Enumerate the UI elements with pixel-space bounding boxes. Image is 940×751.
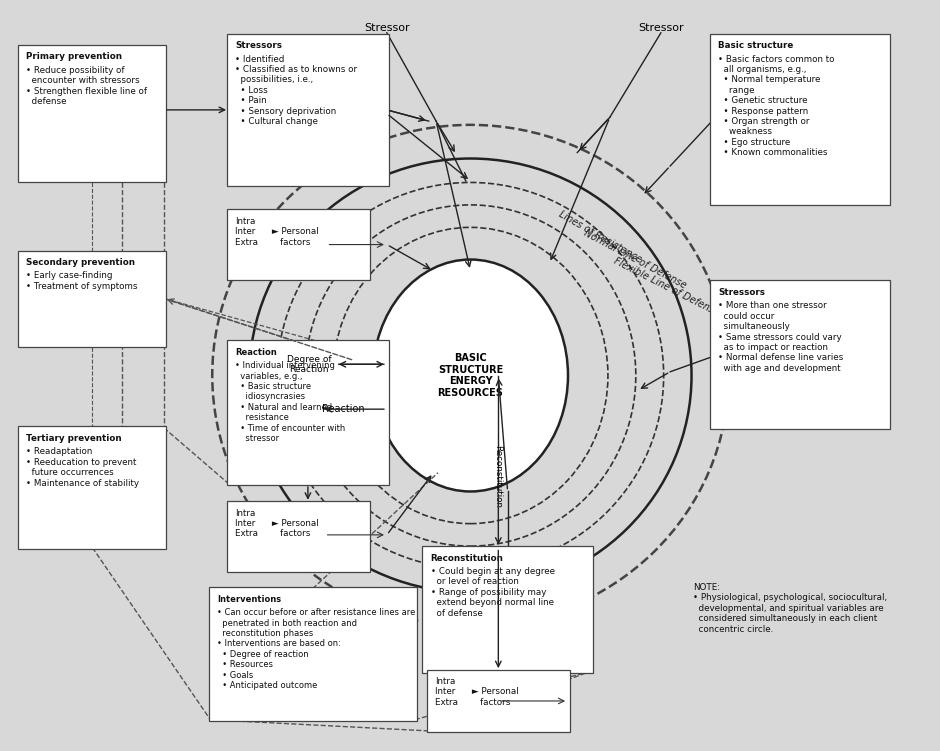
FancyBboxPatch shape	[18, 45, 165, 182]
Text: Basic structure: Basic structure	[718, 41, 793, 50]
Text: • Early case-finding
• Treatment of symptoms: • Early case-finding • Treatment of symp…	[26, 272, 138, 291]
Text: Interventions: Interventions	[217, 595, 281, 604]
Text: Intra
Inter      ► Personal
Extra        factors: Intra Inter ► Personal Extra factors	[235, 217, 320, 246]
FancyBboxPatch shape	[710, 280, 890, 430]
Text: Flexible Line of Defense: Flexible Line of Defense	[613, 256, 721, 318]
Text: • Readaptation
• Reeducation to prevent
  future occurrences
• Maintenance of st: • Readaptation • Reeducation to prevent …	[26, 448, 139, 487]
Text: Normal Line of Defense: Normal Line of Defense	[582, 228, 688, 291]
Text: • Could begin at any degree
  or level of reaction
• Range of possibility may
  : • Could begin at any degree or level of …	[431, 567, 555, 617]
Text: Stressors: Stressors	[718, 288, 765, 297]
FancyBboxPatch shape	[227, 210, 370, 279]
Text: Stressor: Stressor	[638, 23, 683, 32]
Text: BASIC
STRUCTURE
ENERGY
RESOURCES: BASIC STRUCTURE ENERGY RESOURCES	[437, 353, 504, 398]
Text: • More than one stressor
  could occur
  simultaneously
• Same stressors could v: • More than one stressor could occur sim…	[718, 301, 844, 372]
Text: Lines of Resistance: Lines of Resistance	[556, 210, 643, 265]
FancyBboxPatch shape	[422, 546, 593, 673]
Text: NOTE:
• Physiological, psychological, sociocultural,
  developmental, and spirit: NOTE: • Physiological, psychological, so…	[694, 583, 887, 634]
Text: • Identified
• Classified as to knowns or
  possibilities, i.e.,
  • Loss
  • Pa: • Identified • Classified as to knowns o…	[235, 55, 357, 126]
FancyBboxPatch shape	[227, 34, 389, 186]
FancyBboxPatch shape	[18, 251, 165, 347]
Text: • Reduce possibility of
  encounter with stressors
• Strengthen flexible line of: • Reduce possibility of encounter with s…	[26, 66, 148, 106]
Text: Secondary prevention: Secondary prevention	[26, 258, 135, 267]
Text: Reaction: Reaction	[321, 404, 365, 414]
Text: Primary prevention: Primary prevention	[26, 53, 122, 62]
FancyBboxPatch shape	[227, 340, 389, 485]
Text: Reconstitution: Reconstitution	[493, 445, 502, 508]
Text: Tertiary prevention: Tertiary prevention	[26, 434, 122, 443]
Text: Reaction: Reaction	[235, 348, 277, 357]
Text: Stressor: Stressor	[364, 23, 410, 32]
Text: Intra
Inter      ► Personal
Extra        factors: Intra Inter ► Personal Extra factors	[435, 677, 519, 707]
Text: Reconstitution: Reconstitution	[431, 553, 504, 562]
Text: • Can occur before or after resistance lines are
  penetrated in both reaction a: • Can occur before or after resistance l…	[217, 608, 415, 690]
FancyBboxPatch shape	[227, 501, 370, 572]
Text: Intra
Inter      ► Personal
Extra        factors: Intra Inter ► Personal Extra factors	[235, 508, 320, 538]
FancyBboxPatch shape	[427, 670, 570, 732]
FancyBboxPatch shape	[710, 34, 890, 205]
Ellipse shape	[373, 260, 568, 491]
Text: Degree of
Reaction: Degree of Reaction	[287, 354, 331, 374]
FancyBboxPatch shape	[18, 427, 165, 549]
Text: Stressors: Stressors	[235, 41, 282, 50]
Text: • Basic factors common to
  all organisms, e.g.,
  • Normal temperature
    rang: • Basic factors common to all organisms,…	[718, 55, 835, 157]
FancyBboxPatch shape	[209, 587, 416, 721]
Text: • Individual intervening
  variables, e.g.,
  • Basic structure
    idiosyncrasi: • Individual intervening variables, e.g.…	[235, 361, 346, 443]
